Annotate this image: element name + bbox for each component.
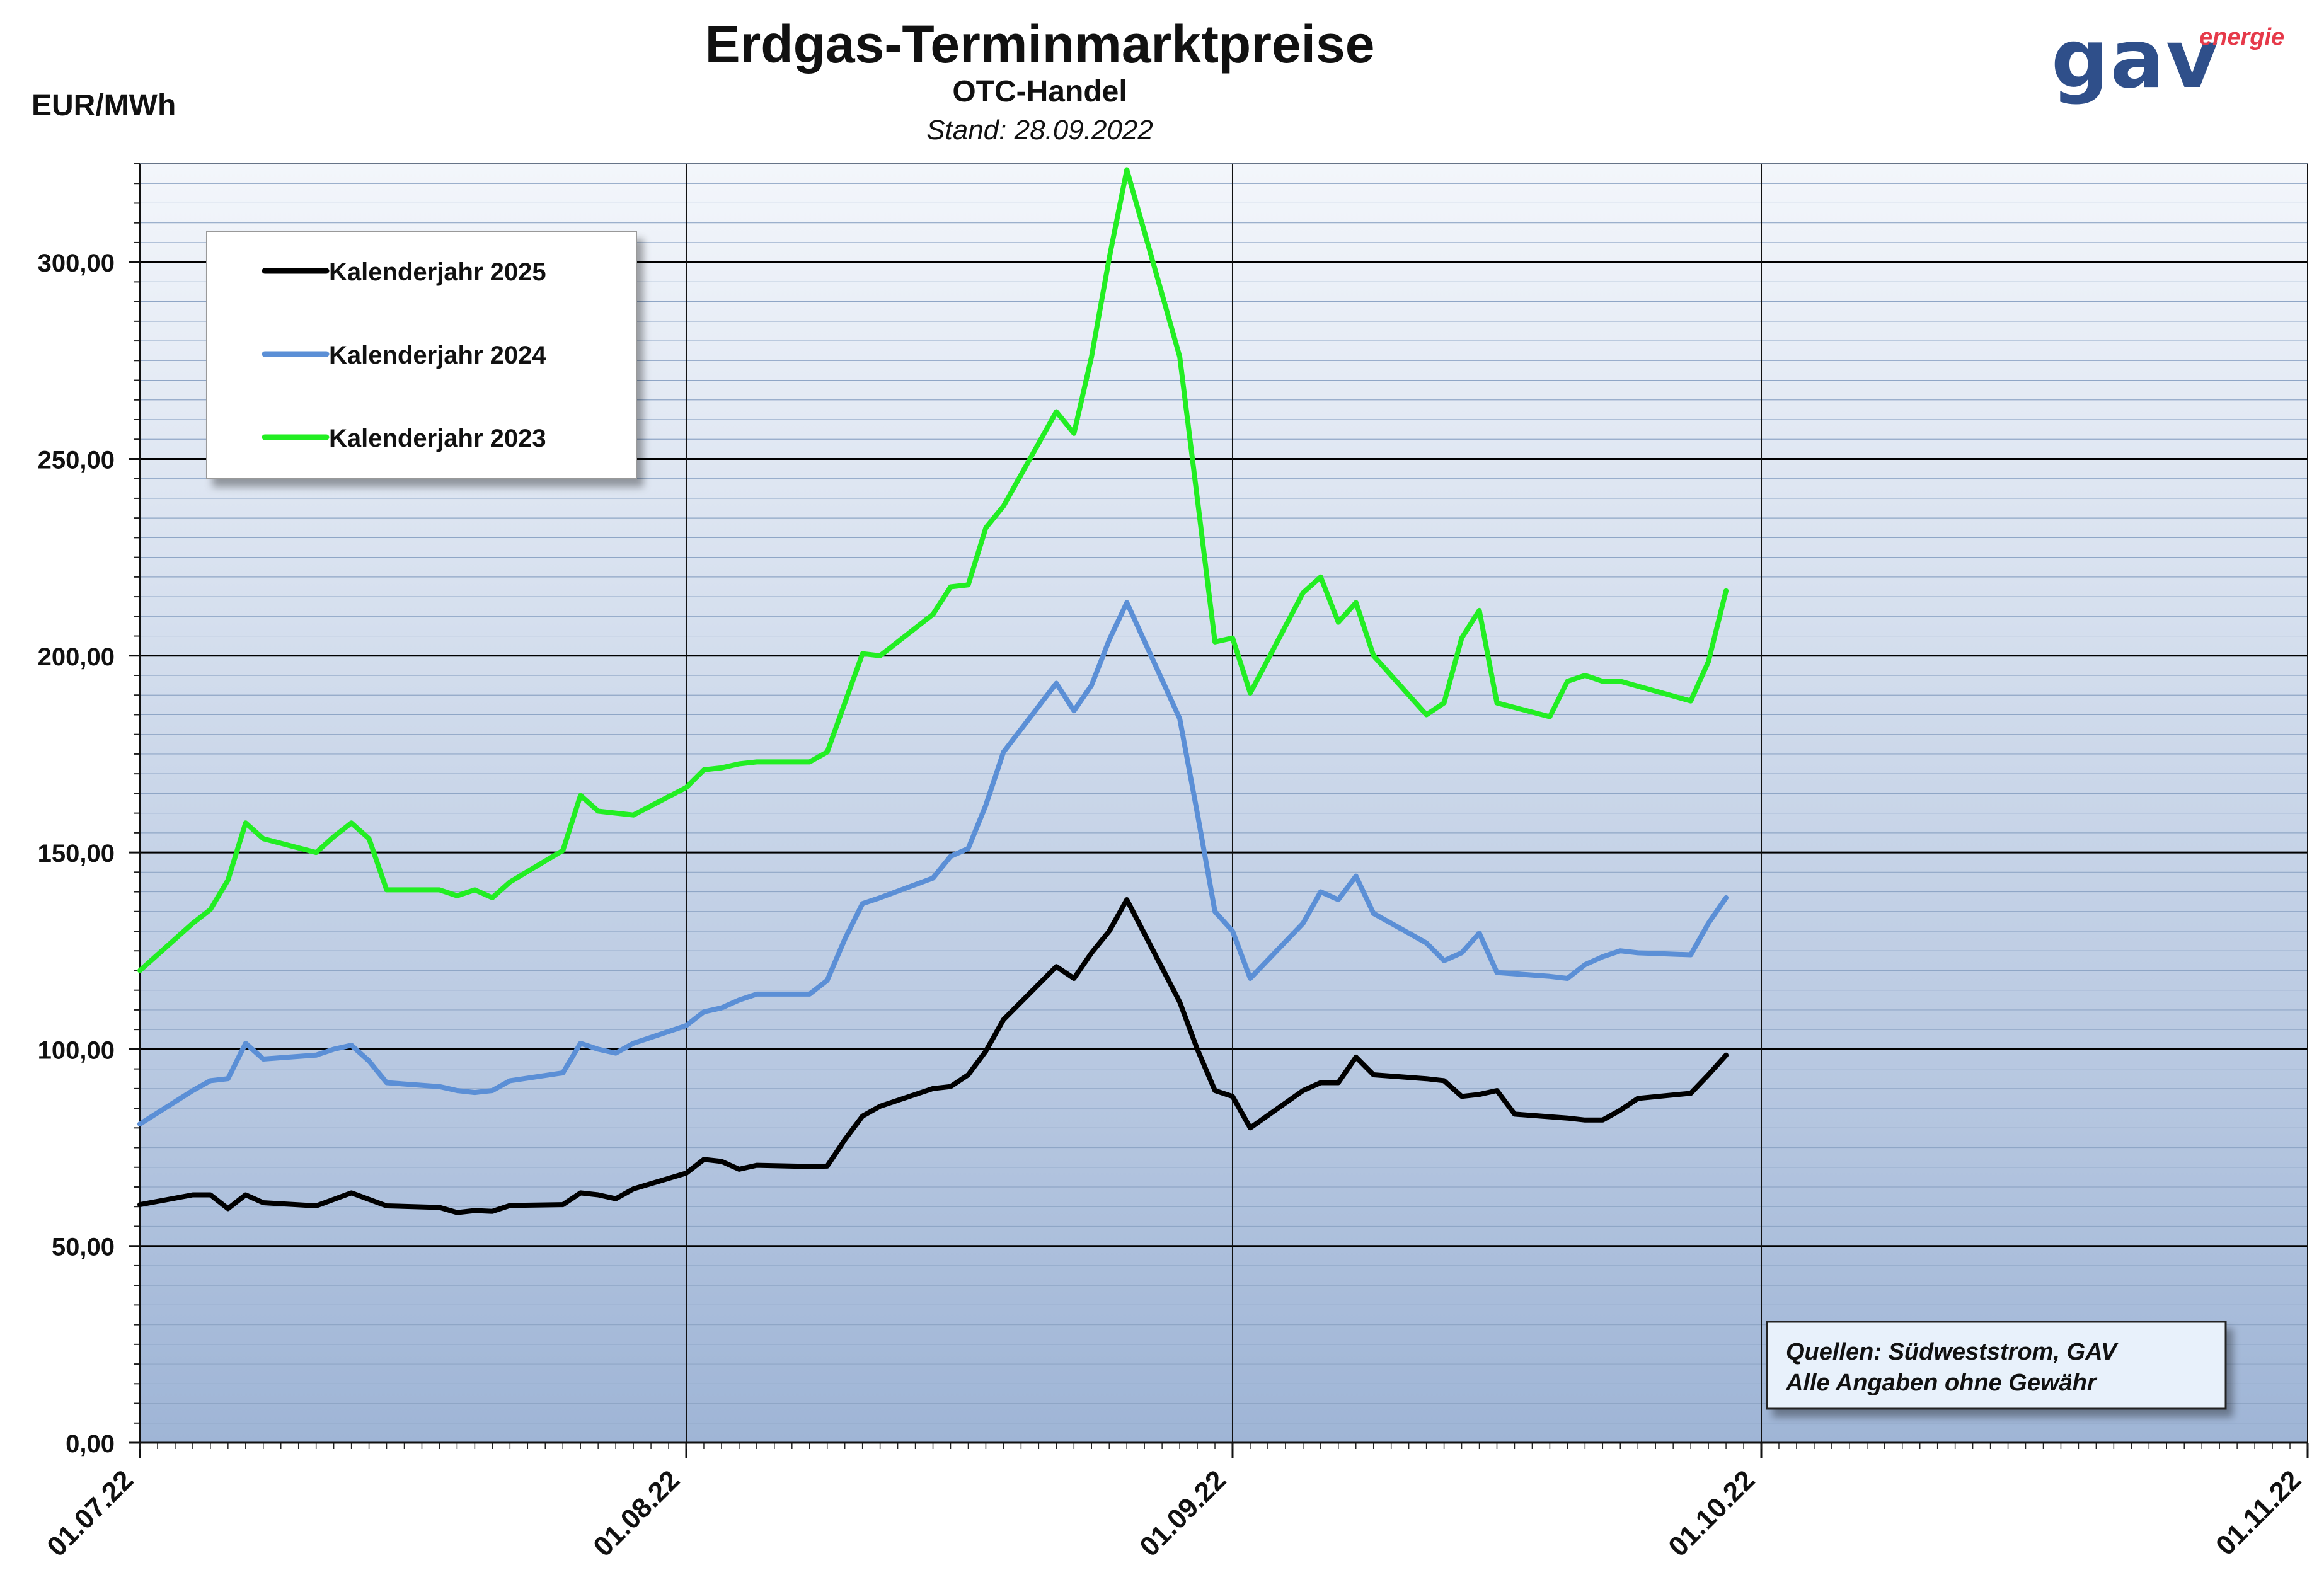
x-tick-label: 01.07.22 [41,1464,139,1562]
source-line-1: Quellen: Südweststrom, GAV [1786,1339,2119,1365]
legend-label: Kalenderjahr 2023 [329,425,546,452]
series-line [137,897,1729,1215]
legend-label: Kalenderjahr 2024 [329,341,546,369]
y-tick-label: 300,00 [38,249,115,277]
source-box-frame [1766,1321,2227,1410]
legend-label: Kalenderjahr 2025 [329,258,546,286]
y-tick-label: 0,00 [66,1430,115,1458]
chart-title: Erdgas-Terminmarktpreise [705,14,1375,74]
gav-energie-logo: gav energie [2051,13,2303,113]
y-tick-label: 100,00 [38,1036,115,1064]
logo-text-main: gav [2051,13,2220,106]
chart-subtitle: OTC-Handel [952,75,1127,108]
series-line [137,167,1729,973]
x-tick-label: 01.10.22 [1662,1464,1761,1562]
chart-date-stand: Stand: 28.09.2022 [926,115,1153,146]
series-line [137,600,1729,1127]
y-axis-unit-label: EUR/MWh [32,89,176,122]
x-tick-label: 01.11.22 [2210,1464,2307,1561]
source-box: Quellen: Südweststrom, GAV Alle Angaben … [1766,1321,2227,1410]
source-line-2: Alle Angaben ohne Gewähr [1785,1370,2098,1396]
logo-text-sup: energie [2199,24,2285,50]
y-tick-label: 50,00 [52,1234,115,1261]
y-tick-label: 250,00 [38,446,115,474]
y-tick-label: 200,00 [38,643,115,671]
y-tick-label: 150,00 [38,840,115,868]
legend: Kalenderjahr 2025 Kalenderjahr 2024 Kalend… [206,231,637,479]
x-tick-label: 01.08.22 [587,1464,686,1562]
x-tick-label: 01.09.22 [1134,1464,1232,1562]
